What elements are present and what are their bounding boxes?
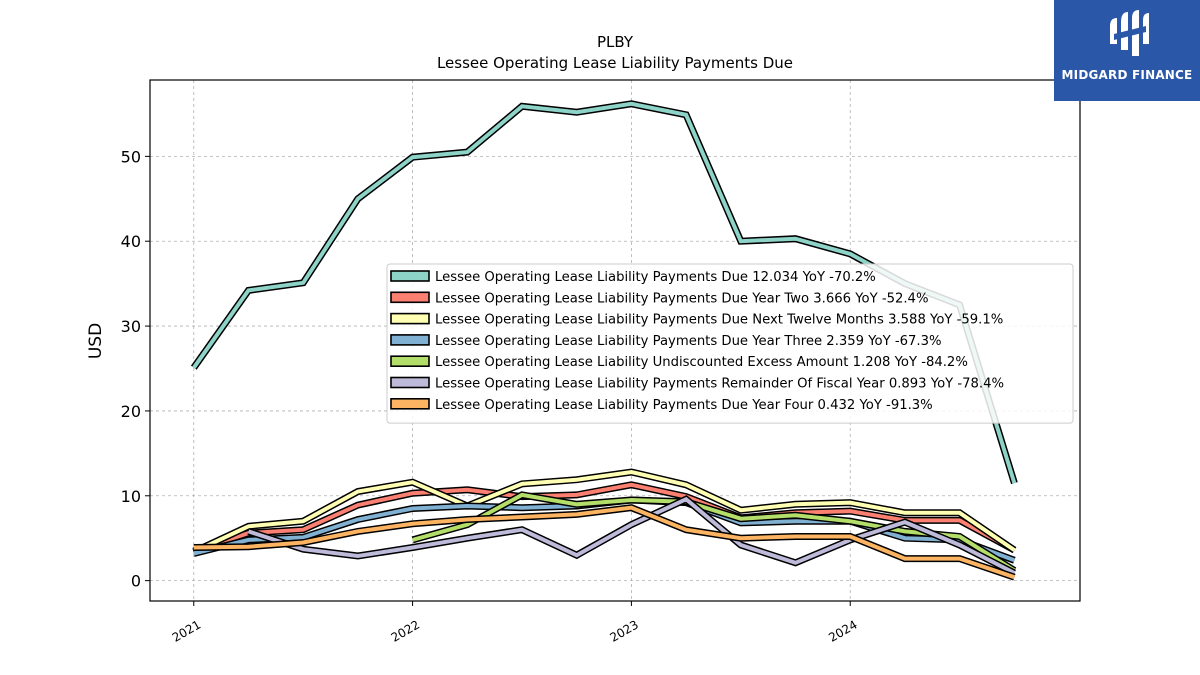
legend-label: Lessee Operating Lease Liability Payment… bbox=[435, 313, 1003, 328]
series-stroke bbox=[193, 505, 1016, 580]
legend-swatch bbox=[390, 270, 430, 282]
logo-mark-icon bbox=[1110, 10, 1149, 56]
midgard-finance-logo: MIDGARD FINANCE bbox=[1054, 0, 1200, 101]
x-tick-label: 2022 bbox=[389, 617, 422, 644]
series-line bbox=[193, 504, 1016, 581]
series-stroke bbox=[412, 492, 1016, 573]
series-stroke bbox=[247, 496, 1016, 575]
x-tick-label: 2023 bbox=[607, 617, 640, 644]
y-tick-label: 30 bbox=[121, 317, 141, 336]
series-line bbox=[247, 495, 1016, 577]
y-axis-label: USD bbox=[86, 323, 106, 359]
series-line bbox=[192, 468, 1017, 555]
series-layer bbox=[190, 100, 1018, 581]
legend-label: Lessee Operating Lease Liability Payment… bbox=[435, 334, 942, 349]
series-stroke bbox=[192, 469, 1016, 554]
legend-swatch bbox=[390, 312, 430, 325]
legend-swatch bbox=[390, 397, 430, 410]
legend-label: Lessee Operating Lease Liability Payment… bbox=[435, 291, 928, 306]
y-tick-label: 0 bbox=[131, 572, 141, 591]
legend-swatch bbox=[390, 291, 430, 304]
chart-title: PLBY bbox=[597, 33, 634, 51]
legend-swatch bbox=[390, 376, 430, 389]
legend-swatch bbox=[390, 355, 430, 368]
y-tick-label: 10 bbox=[121, 487, 141, 506]
legend-label: Lessee Operating Lease Liability Undisco… bbox=[435, 355, 968, 370]
y-tick-label: 40 bbox=[121, 232, 141, 251]
y-tick-label: 50 bbox=[121, 147, 141, 166]
legend-label: Lessee Operating Lease Liability Payment… bbox=[435, 398, 933, 413]
logo-text: MIDGARD FINANCE bbox=[1061, 68, 1193, 82]
series-stroke bbox=[193, 482, 1016, 553]
plot-frame bbox=[149, 79, 1081, 602]
y-tick-label: 20 bbox=[121, 402, 141, 421]
series-line bbox=[411, 491, 1017, 574]
x-tick-label: 2021 bbox=[170, 617, 203, 644]
legend-box bbox=[386, 263, 1074, 424]
chart-subtitle: Lessee Operating Lease Liability Payment… bbox=[437, 54, 793, 72]
legend: Lessee Operating Lease Liability Payment… bbox=[386, 263, 1074, 424]
legend-swatch bbox=[390, 334, 430, 346]
legend-label: Lessee Operating Lease Liability Payment… bbox=[435, 377, 1004, 392]
legend-label: Lessee Operating Lease Liability Payment… bbox=[435, 270, 876, 285]
x-tick-label: 2024 bbox=[826, 617, 859, 644]
series-line bbox=[192, 481, 1017, 555]
